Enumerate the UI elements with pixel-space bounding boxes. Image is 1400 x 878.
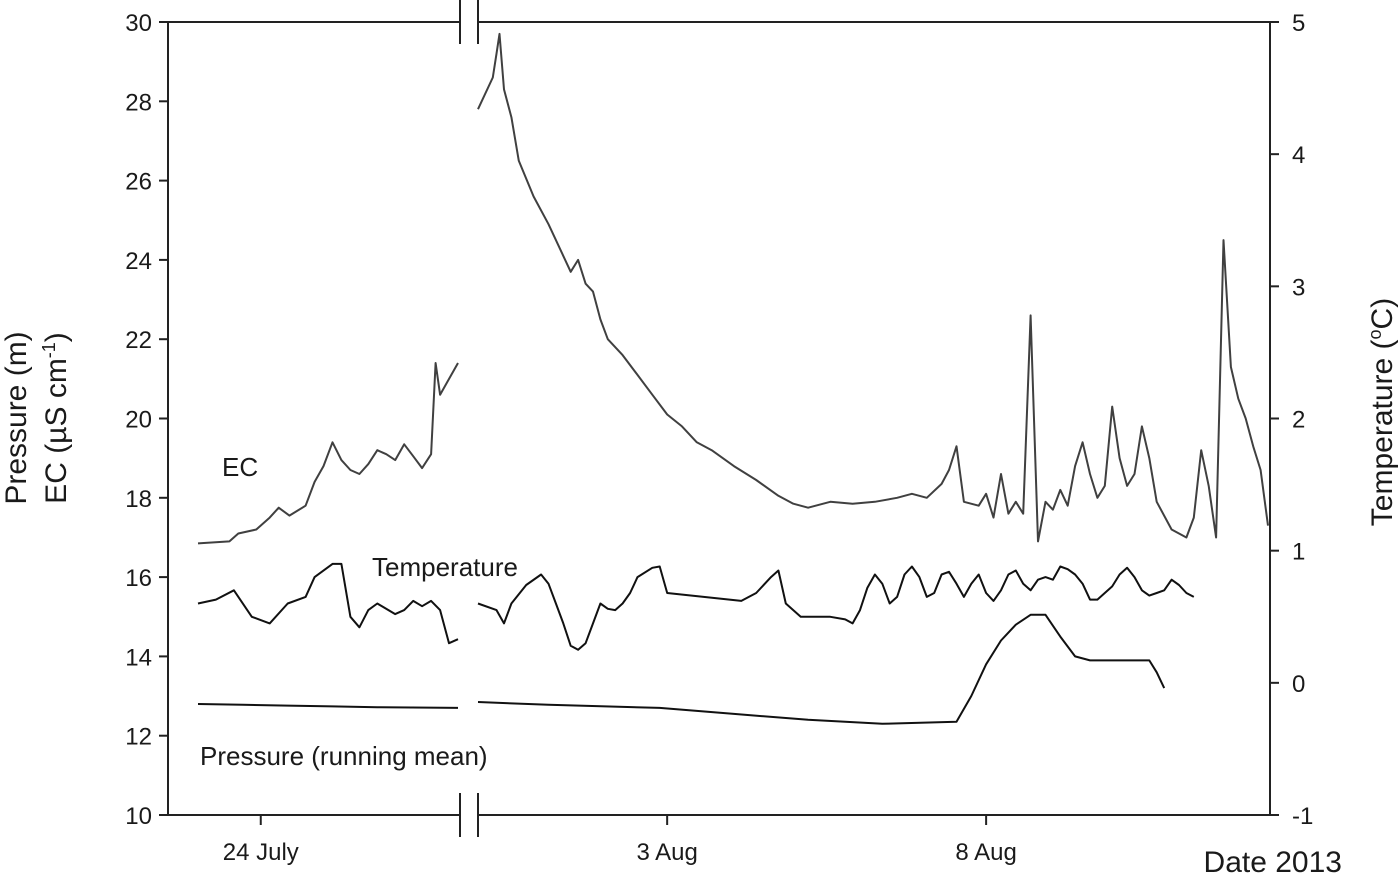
series-label-ec: EC xyxy=(222,452,258,482)
series-line-pressure-running-mean xyxy=(197,703,459,709)
series-line-temperature xyxy=(477,565,1195,651)
left-tick-label: 18 xyxy=(125,486,152,513)
right-tick-label: -1 xyxy=(1292,803,1313,830)
left-tick-label: 30 xyxy=(125,10,152,37)
left-axis-title-line2: EC (µS cm-1) xyxy=(39,332,73,504)
left-tick-label: 26 xyxy=(125,169,152,196)
right-tick-label: 2 xyxy=(1292,407,1305,434)
right-tick-label: 5 xyxy=(1292,10,1305,37)
series-line-pressure-running-mean xyxy=(477,613,1166,725)
left-tick-label: 10 xyxy=(125,803,152,830)
series-label-pressure-running-mean: Pressure (running mean) xyxy=(200,741,488,771)
left-tick-label: 14 xyxy=(125,644,152,671)
right-axis-title: Temperature (oC) xyxy=(1365,298,1399,526)
left-axis-title-line1: Pressure (m) xyxy=(0,331,33,504)
right-tick-label: 1 xyxy=(1292,539,1305,566)
x-axis-title: Date 2013 xyxy=(1204,846,1342,878)
left-tick-label: 16 xyxy=(125,565,152,592)
x-tick-label: 8 Aug xyxy=(955,839,1016,866)
left-tick-label: 24 xyxy=(125,248,152,275)
series-label-temperature: Temperature xyxy=(372,552,518,582)
right-tick-label: 4 xyxy=(1292,142,1305,169)
left-tick-label: 20 xyxy=(125,407,152,434)
series-line-temperature xyxy=(197,562,459,645)
right-tick-label: 3 xyxy=(1292,274,1305,301)
left-tick-label: 28 xyxy=(125,89,152,116)
series-line-ec xyxy=(477,32,1269,543)
x-tick-label: 3 Aug xyxy=(636,839,697,866)
series-line-ec xyxy=(197,362,459,545)
x-tick-label: 24 July xyxy=(223,839,299,866)
left-tick-label: 12 xyxy=(125,724,152,751)
left-tick-label: 22 xyxy=(125,327,152,354)
right-tick-label: 0 xyxy=(1292,671,1305,698)
